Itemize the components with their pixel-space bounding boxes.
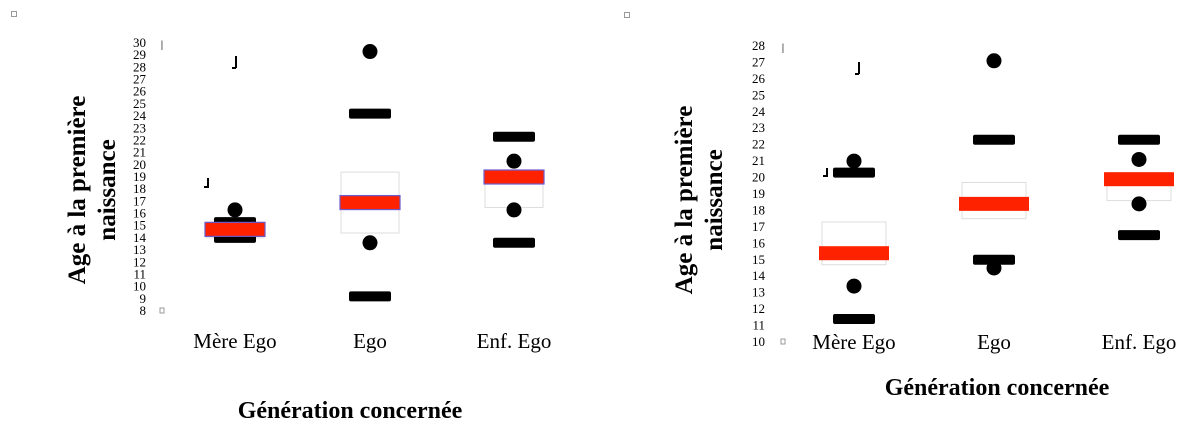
x-axis-label: Génération concernée	[237, 398, 463, 424]
y-tick-label: 21	[133, 145, 146, 160]
x-tick-label: Ego	[353, 329, 387, 353]
y-tick-label: 22	[133, 132, 146, 147]
whisker-cap-high	[1118, 134, 1160, 145]
y-tick-label: 24	[133, 108, 147, 123]
y-tick-label: 10	[133, 279, 146, 294]
axis-bottom-marker	[780, 338, 786, 345]
y-tick-label: 13	[133, 242, 146, 257]
chart-panel-right: Age à la première naissance Génération c…	[597, 0, 1194, 430]
outlier-point	[506, 202, 522, 218]
y-tick-label: 24	[752, 104, 766, 119]
y-tick-label: 21	[752, 153, 765, 168]
y-tick-label: 10	[752, 334, 765, 349]
median-bar	[819, 246, 889, 261]
y-tick-label: 12	[752, 301, 765, 316]
y-tick-label: 15	[752, 252, 765, 267]
outlier-point	[227, 202, 243, 218]
whisker-cap-high	[833, 167, 875, 178]
whisker-cap-low	[493, 237, 535, 248]
y-tick-label: 17	[133, 193, 147, 208]
x-tick-label: Mère Ego	[812, 330, 895, 354]
median-bar	[959, 196, 1029, 211]
whisker-cap-low	[973, 254, 1015, 265]
outlier-point	[362, 44, 378, 60]
y-tick-label: 20	[133, 157, 146, 172]
y-tick-label: 23	[752, 120, 765, 135]
x-axis-label: Génération concernée	[884, 375, 1110, 401]
outlier-point	[846, 153, 862, 169]
y-tick-label: 14	[133, 230, 147, 245]
x-tick-label: Enf. Ego	[1102, 330, 1177, 354]
y-tick-label: 14	[752, 268, 766, 283]
y-tick-label: 29	[133, 47, 146, 62]
y-tick-label: 18	[752, 202, 765, 217]
axis-bottom-marker	[159, 307, 165, 314]
median-bar	[339, 194, 401, 211]
median-bar	[483, 169, 545, 185]
y-tick-label: 23	[133, 120, 146, 135]
x-tick-label: Ego	[977, 330, 1011, 354]
x-tick-label: Mère Ego	[193, 329, 276, 353]
y-tick-label: 25	[133, 96, 146, 111]
outlier-point	[506, 153, 522, 169]
outlier-point	[1131, 196, 1147, 212]
y-tick-label: 13	[752, 285, 765, 300]
y-tick-label: 16	[752, 235, 766, 250]
whisker-cap-high	[973, 134, 1015, 145]
y-tick-label: 30	[133, 35, 146, 50]
y-tick-label: 25	[752, 87, 765, 102]
median-bar	[204, 221, 266, 237]
y-tick-label: 11	[133, 266, 146, 281]
y-tick-label: 22	[752, 137, 765, 152]
box-plot: 8910111213141516171819202122232425262728…	[133, 35, 552, 353]
whisker-cap-low	[349, 291, 391, 302]
y-tick-label: 20	[752, 170, 765, 185]
x-tick-label: Enf. Ego	[477, 329, 552, 353]
y-tick-label: 28	[752, 38, 765, 53]
whisker-cap-high	[493, 131, 535, 142]
y-tick-label: 17	[752, 219, 766, 234]
outlier-point	[986, 53, 1002, 69]
whisker-cap-low	[833, 313, 875, 324]
selection-handle[interactable]	[624, 12, 630, 18]
outlier-point	[1131, 151, 1147, 167]
axis-top-marker: I	[160, 37, 164, 53]
y-tick-label: 19	[133, 169, 146, 184]
y-tick-label: 12	[133, 254, 146, 269]
selection-handle[interactable]	[11, 11, 17, 17]
y-tick-label: 26	[752, 71, 766, 86]
y-tick-label: 15	[133, 218, 146, 233]
y-tick-label: 28	[133, 59, 146, 74]
whisker-cap-low	[1118, 230, 1160, 241]
outlier-point	[986, 260, 1002, 276]
outlier-point	[846, 278, 862, 294]
y-tick-label: 18	[133, 181, 146, 196]
y-tick-label: 26	[133, 84, 147, 99]
y-tick-label: 27	[752, 54, 766, 69]
chart-panel-left: Age à la première naissance Génération c…	[11, 11, 552, 424]
median-bar	[1104, 172, 1174, 187]
y-tick-label: 19	[752, 186, 765, 201]
y-tick-label: 27	[133, 72, 147, 87]
decorative-marks	[204, 56, 237, 188]
outlier-point	[362, 235, 378, 251]
y-tick-label: 11	[752, 318, 765, 333]
decorative-marks	[823, 62, 860, 177]
axis-top-marker: I	[781, 40, 785, 56]
whisker-cap-high	[349, 108, 391, 119]
y-tick-label: 8	[140, 303, 147, 318]
y-tick-label: 9	[140, 291, 147, 306]
y-tick-label: 16	[133, 206, 147, 221]
